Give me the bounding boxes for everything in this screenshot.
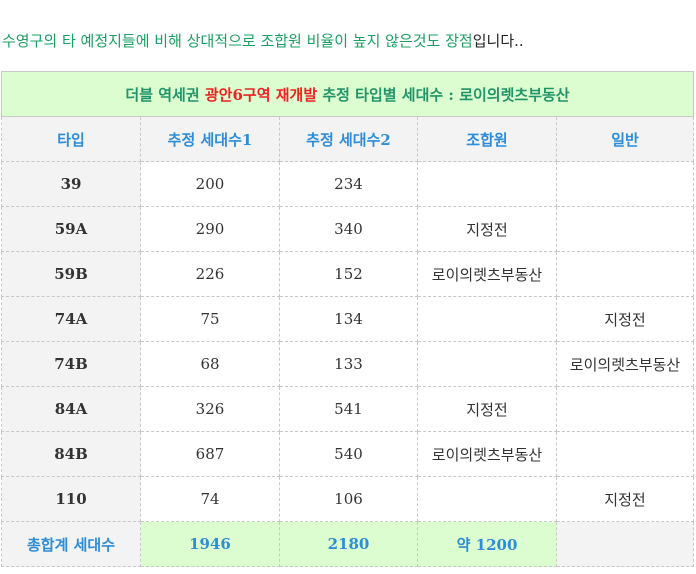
estimate1-cell: 226: [140, 251, 280, 297]
estimate1-cell: 687: [140, 431, 280, 477]
estimate2-cell: 106: [279, 476, 418, 522]
intro-highlight-text: 수영구의 타 예정지들에 비해 상대적으로 조합원 비율이 높지 않은것도 장점: [2, 32, 473, 50]
general-cell: [555, 386, 695, 432]
general-cell: [555, 431, 695, 477]
type-cell: 59B: [1, 251, 141, 297]
column-header-type: 타입: [1, 116, 141, 162]
table-row: 84B 687 540 로이의렛츠부동산: [1, 431, 695, 477]
type-cell: 74B: [1, 341, 141, 387]
total-estimate1: 1946: [140, 521, 280, 567]
member-cell: 지정전: [417, 386, 557, 432]
type-cell: 84A: [1, 386, 141, 432]
table-row: 59A 290 340 지정전: [1, 206, 695, 252]
table-row: 110 74 106 지정전: [1, 476, 695, 522]
column-header-member: 조합원: [417, 116, 557, 162]
estimate2-cell: 152: [279, 251, 418, 297]
estimate1-cell: 74: [140, 476, 280, 522]
table-title-highlight: 광안6구역 재개발: [204, 85, 318, 104]
general-cell: [555, 161, 695, 207]
member-cell: 지정전: [417, 206, 557, 252]
table-title-row: 더블 역세권 광안6구역 재개발 추정 타입별 세대수 : 로이의렛츠부동산: [0, 71, 695, 117]
table-row: 39 200 234: [1, 161, 695, 207]
estimate1-cell: 290: [140, 206, 280, 252]
estimate1-cell: 68: [140, 341, 280, 387]
total-general: [555, 521, 695, 567]
total-label: 총합계 세대수: [1, 521, 141, 567]
intro-paragraph: 수영구의 타 예정지들에 비해 상대적으로 조합원 비율이 높지 않은것도 장점…: [2, 29, 524, 53]
intro-plain-text: 입니다..: [472, 32, 524, 50]
member-cell: 로이의렛츠부동산: [417, 431, 557, 477]
total-member: 약 1200: [417, 521, 557, 567]
table-title: 더블 역세권 광안6구역 재개발 추정 타입별 세대수 : 로이의렛츠부동산: [0, 71, 695, 117]
table-row: 74B 68 133 로이의렛츠부동산: [1, 341, 695, 387]
estimate2-cell: 134: [279, 296, 418, 342]
general-cell: 지정전: [555, 296, 695, 342]
table-title-part1: 더블 역세권: [125, 85, 205, 104]
column-header-general: 일반: [555, 116, 695, 162]
estimate1-cell: 200: [140, 161, 280, 207]
estimate1-cell: 75: [140, 296, 280, 342]
table-row: 59B 226 152 로이의렛츠부동산: [1, 251, 695, 297]
column-header-estimate1: 추정 세대수1: [140, 116, 280, 162]
member-cell: [417, 341, 557, 387]
general-cell: [555, 251, 695, 297]
general-cell: [555, 206, 695, 252]
general-cell: 로이의렛츠부동산: [555, 341, 695, 387]
estimate2-cell: 234: [279, 161, 418, 207]
estimate1-cell: 326: [140, 386, 280, 432]
table-row: 84A 326 541 지정전: [1, 386, 695, 432]
estimate2-cell: 540: [279, 431, 418, 477]
table-header-row: 타입 추정 세대수1 추정 세대수2 조합원 일반: [1, 116, 695, 162]
type-cell: 59A: [1, 206, 141, 252]
member-cell: [417, 476, 557, 522]
member-cell: [417, 296, 557, 342]
total-row: 총합계 세대수 1946 2180 약 1200: [1, 521, 695, 567]
estimate2-cell: 133: [279, 341, 418, 387]
table-row: 74A 75 134 지정전: [1, 296, 695, 342]
type-cell: 110: [1, 476, 141, 522]
table-title-part3: 추정 타입별 세대수 : 로이의렛츠부동산: [317, 85, 570, 104]
general-cell: 지정전: [555, 476, 695, 522]
member-cell: 로이의렛츠부동산: [417, 251, 557, 297]
unit-type-table: 더블 역세권 광안6구역 재개발 추정 타입별 세대수 : 로이의렛츠부동산 타…: [0, 71, 695, 567]
estimate2-cell: 541: [279, 386, 418, 432]
total-estimate2: 2180: [279, 521, 418, 567]
type-cell: 74A: [1, 296, 141, 342]
member-cell: [417, 161, 557, 207]
type-cell: 84B: [1, 431, 141, 477]
type-cell: 39: [1, 161, 141, 207]
estimate2-cell: 340: [279, 206, 418, 252]
column-header-estimate2: 추정 세대수2: [279, 116, 418, 162]
